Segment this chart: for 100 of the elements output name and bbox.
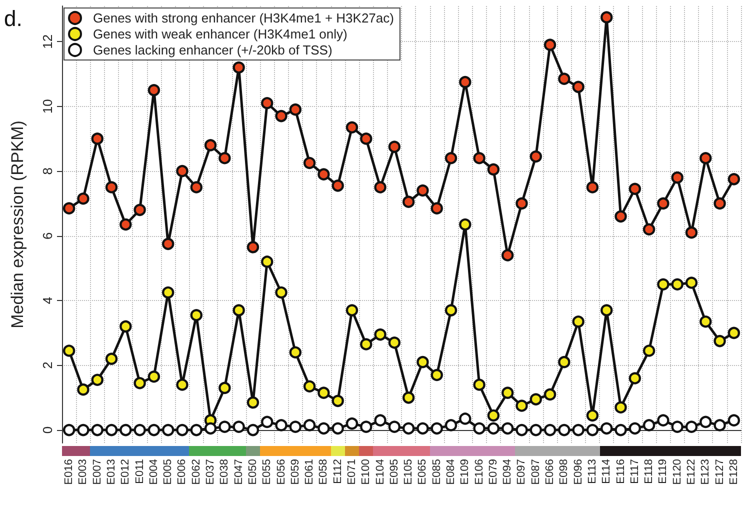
point <box>162 424 174 436</box>
point <box>162 238 174 250</box>
point <box>388 420 401 433</box>
point <box>614 401 627 414</box>
x-tick-label: E012 <box>120 459 132 485</box>
point <box>332 180 344 192</box>
x-tick-label: E106 <box>473 459 486 485</box>
x-tick-label: E058 <box>318 459 330 485</box>
point <box>714 419 726 432</box>
point <box>332 394 344 408</box>
point <box>671 420 684 433</box>
point <box>614 210 627 223</box>
y-tick-label: 12 <box>40 34 55 49</box>
point <box>544 424 556 436</box>
point <box>671 278 684 290</box>
point <box>657 197 670 210</box>
x-tick-label: E006 <box>176 459 188 485</box>
y-tick-label: 4 <box>40 296 55 304</box>
point <box>416 356 429 368</box>
point <box>586 424 599 436</box>
point <box>232 61 245 74</box>
point <box>162 286 174 299</box>
text: d. <box>4 6 22 32</box>
point <box>289 103 302 116</box>
point <box>374 181 386 194</box>
x-tick-label: E059 <box>289 459 302 485</box>
point <box>374 328 386 341</box>
point <box>530 424 542 436</box>
x-tick-label: E037 <box>204 459 217 485</box>
point <box>487 409 500 422</box>
point <box>77 424 90 436</box>
point <box>502 249 514 262</box>
legend-label: Genes lacking enhancer (+/-20kb of TSS) <box>93 42 332 58</box>
point <box>572 424 584 436</box>
legend-label: Genes with strong enhancer (H3K4me1 + H3K27ac) <box>93 10 394 26</box>
x-tick-label: E016 <box>63 459 76 485</box>
point <box>516 197 528 210</box>
point <box>275 419 288 432</box>
point <box>62 424 76 436</box>
point <box>402 422 415 435</box>
point <box>105 424 118 436</box>
point <box>544 38 556 51</box>
x-tick-label: E011 <box>134 459 146 484</box>
point <box>544 388 556 401</box>
point <box>176 378 188 391</box>
point <box>728 326 740 340</box>
point <box>685 226 698 239</box>
x-tick-label: E128 <box>728 459 740 485</box>
point <box>642 223 656 236</box>
point <box>728 414 740 426</box>
point <box>430 202 443 214</box>
point <box>346 417 358 430</box>
y-tick-label: 2 <box>40 362 55 369</box>
point <box>105 181 118 194</box>
x-tick-label: E116 <box>614 459 627 484</box>
point <box>572 316 584 328</box>
point <box>204 422 217 435</box>
point <box>530 150 542 163</box>
y-tick-label: 8 <box>40 167 55 175</box>
point <box>91 424 104 436</box>
point <box>148 370 160 383</box>
point <box>134 424 146 436</box>
y-tick-label: 0 <box>40 426 55 434</box>
point <box>275 286 288 299</box>
point <box>346 121 358 134</box>
x-tick-label: E119 <box>657 459 670 484</box>
x-tick-label: E050 <box>246 459 259 485</box>
point <box>261 256 274 268</box>
point <box>134 377 146 390</box>
x-tick-label: E066 <box>544 459 556 485</box>
x-tick-label: E007 <box>91 459 104 485</box>
point <box>642 344 656 357</box>
point <box>303 419 316 432</box>
point <box>572 80 584 94</box>
point <box>246 241 260 254</box>
x-tick-label: E094 <box>502 459 514 485</box>
point <box>303 380 316 392</box>
point <box>430 368 443 382</box>
point <box>558 424 570 436</box>
legend-label: Genes with weak enhancer (H3K4me1 only) <box>93 26 348 42</box>
point <box>120 424 132 436</box>
point <box>303 156 316 170</box>
point <box>685 420 698 433</box>
point <box>134 204 146 216</box>
point <box>600 304 613 316</box>
point <box>628 372 642 384</box>
point <box>600 422 613 435</box>
point <box>502 386 514 399</box>
x-tick-label: E105 <box>402 459 415 485</box>
point <box>190 181 202 194</box>
point <box>148 84 160 96</box>
x-tick-label: E047 <box>232 459 245 485</box>
x-tick-label: E013 <box>106 459 118 485</box>
point <box>416 422 429 435</box>
point <box>642 419 656 432</box>
point <box>430 422 443 435</box>
point <box>614 424 627 436</box>
x-tick-label: E038 <box>218 459 231 485</box>
point <box>473 152 486 164</box>
y-tick-label: 10 <box>40 99 55 114</box>
